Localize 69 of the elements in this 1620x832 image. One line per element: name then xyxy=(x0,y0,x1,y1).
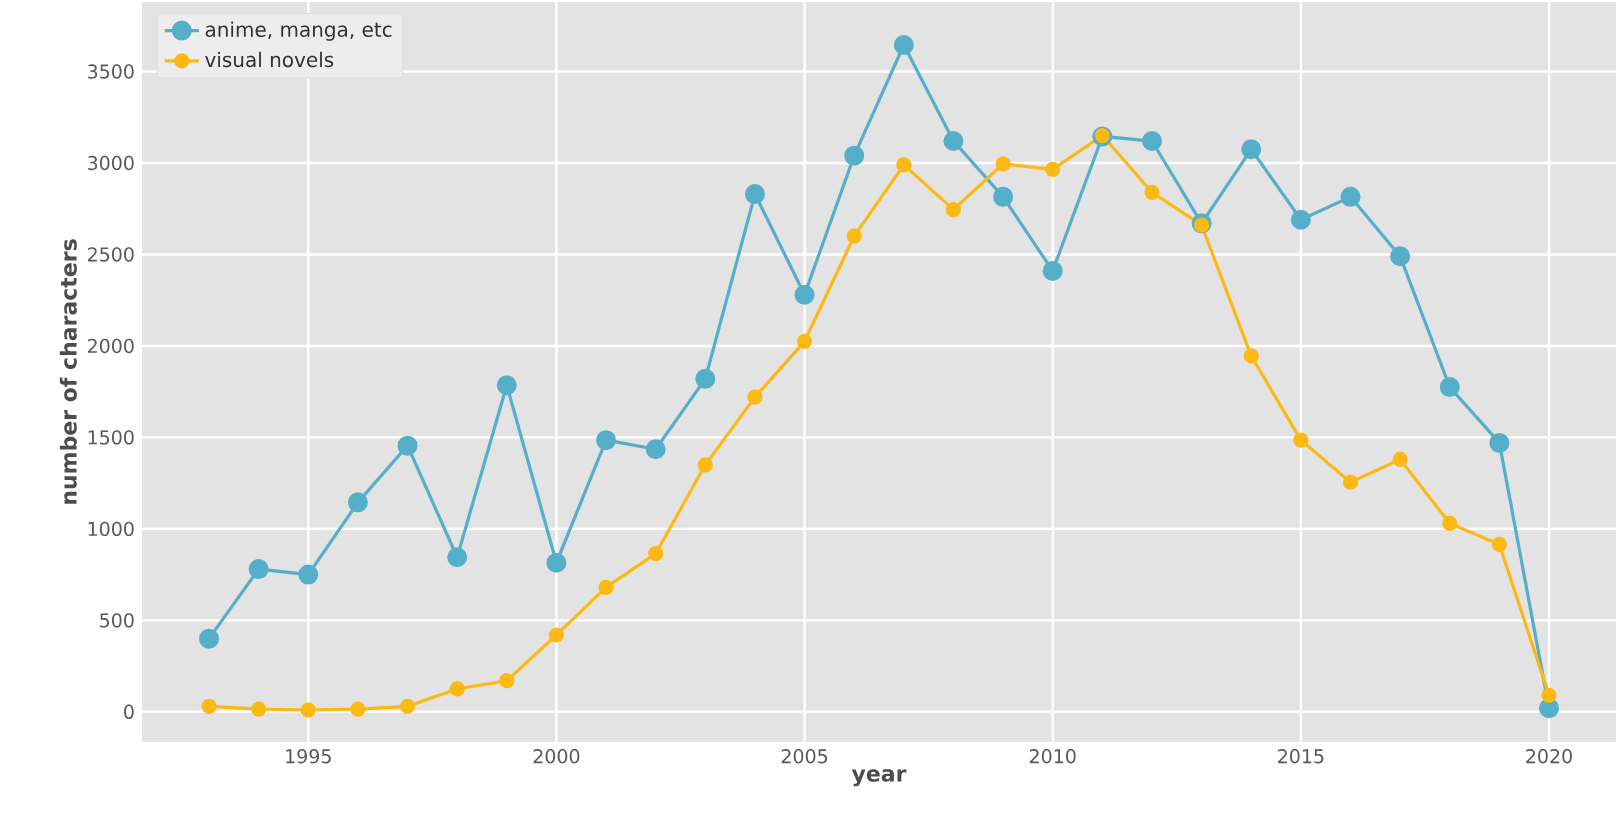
point xyxy=(1392,451,1408,467)
x-tick-label: 2020 xyxy=(1526,749,1572,764)
point xyxy=(896,157,912,173)
point xyxy=(1390,246,1411,267)
x-axis-title: year xyxy=(851,769,907,787)
x-tick-label: 2015 xyxy=(1278,749,1324,764)
point xyxy=(596,430,617,451)
point xyxy=(747,389,763,405)
point xyxy=(1541,687,1557,703)
point xyxy=(199,628,220,649)
legend-label: anime, manga, etc xyxy=(205,21,392,41)
point xyxy=(1439,377,1460,398)
point xyxy=(1491,536,1507,553)
point xyxy=(399,698,416,714)
point xyxy=(796,333,813,349)
point xyxy=(1243,348,1259,364)
point xyxy=(447,547,468,568)
point xyxy=(598,579,614,596)
point xyxy=(695,368,716,389)
point xyxy=(397,435,418,456)
y-axis-title: number of characters xyxy=(59,239,77,504)
point xyxy=(993,186,1014,207)
x-tick-label: 1995 xyxy=(286,749,331,764)
point xyxy=(1489,432,1510,453)
x-tick-label: 2010 xyxy=(1029,749,1076,764)
point xyxy=(1290,209,1311,230)
point xyxy=(1241,139,1262,160)
point xyxy=(1045,161,1061,177)
point xyxy=(645,439,666,460)
point xyxy=(350,701,366,717)
point xyxy=(251,701,267,717)
point xyxy=(846,228,862,244)
point xyxy=(744,184,765,205)
point xyxy=(1293,432,1309,448)
point xyxy=(893,35,914,55)
point xyxy=(546,552,567,573)
point xyxy=(1144,184,1160,200)
y-tick-label: 1500 xyxy=(88,430,134,445)
y-tick-label: 3000 xyxy=(88,155,134,171)
point xyxy=(248,559,269,580)
y-tick-label: 500 xyxy=(100,613,134,628)
point xyxy=(945,202,962,218)
point xyxy=(201,698,217,714)
point xyxy=(648,545,664,562)
point xyxy=(298,564,319,585)
point xyxy=(347,492,368,513)
y-tick-label: 3500 xyxy=(88,64,134,79)
point xyxy=(1442,515,1458,531)
y-tick-label: 1000 xyxy=(88,521,134,537)
point xyxy=(697,457,713,473)
point xyxy=(300,702,316,718)
point xyxy=(496,375,517,396)
y-tick-label: 2500 xyxy=(87,247,134,262)
y-tick-label: 0 xyxy=(124,704,134,720)
x-tick-label: 2000 xyxy=(533,749,580,764)
y-tick-label: 2000 xyxy=(87,338,134,354)
point xyxy=(1042,260,1063,281)
point xyxy=(943,131,964,152)
point xyxy=(1141,131,1162,152)
point xyxy=(995,156,1011,172)
x-tick-label: 2005 xyxy=(781,749,828,764)
point xyxy=(1340,186,1361,207)
point xyxy=(499,673,515,689)
point xyxy=(1342,474,1359,490)
legend-label: visual novels xyxy=(205,51,334,68)
point xyxy=(548,627,565,643)
point xyxy=(794,284,815,305)
point xyxy=(844,145,865,166)
point xyxy=(449,681,465,697)
